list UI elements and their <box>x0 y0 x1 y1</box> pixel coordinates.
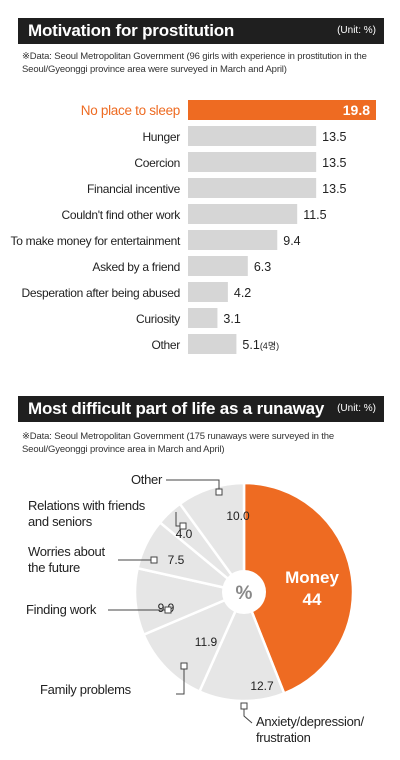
bar-6 <box>188 256 248 276</box>
pie-leader-line-6 <box>166 479 220 489</box>
bar-3 <box>188 178 317 198</box>
bar-7 <box>188 282 228 302</box>
pie-slice-name-line: Relations with friends <box>28 498 146 513</box>
bar-value-label-8: 3.1 <box>223 312 240 326</box>
pie-chart-unit: (Unit: %) <box>337 403 376 414</box>
bar-category-label-2: Coercion <box>134 156 180 170</box>
pie-chart: %Money4412.711.99.97.54.010.0Anxiety/dep… <box>26 472 365 745</box>
pie-slice-name-4: Worries about the future <box>28 544 105 575</box>
pie-slice-name-line: Finding work <box>26 602 97 617</box>
pie-slice-value-1: 12.7 <box>250 679 274 693</box>
pie-leader-line-2 <box>176 669 185 695</box>
bar-category-label-4: Couldn't find other work <box>62 208 182 222</box>
bar-chart-unit: (Unit: %) <box>337 25 376 36</box>
pie-leader-marker-4 <box>150 556 158 564</box>
bar-category-label-9: Other <box>151 338 180 352</box>
bar-5 <box>188 230 278 250</box>
pie-slice-name-line: Family problems <box>40 682 132 697</box>
pie-center <box>222 570 266 614</box>
bar-category-label-7: Desperation after being abused <box>22 286 180 300</box>
bar-8 <box>188 308 218 328</box>
bar-value-label-4: 11.5 <box>303 208 326 222</box>
pie-leader-line-5 <box>175 512 180 527</box>
pie-leader-marker-1 <box>240 702 248 710</box>
pie-slice-2 <box>142 589 247 694</box>
bar-9 <box>188 334 237 354</box>
pie-leader-marker-5 <box>179 522 187 530</box>
bar-category-label-5: To make money for entertainment <box>11 234 181 248</box>
bar-0 <box>188 100 376 120</box>
pie-slice-name-line: the future <box>28 560 80 575</box>
bar-value-label-7: 4.2 <box>234 286 251 300</box>
pie-slice-6 <box>178 481 246 596</box>
pie-slice-name-line: Anxiety/depression/ <box>256 714 364 729</box>
pie-slice-value-5: 4.0 <box>176 527 193 541</box>
bar-chart-title: Motivation for prostitution <box>28 21 235 40</box>
pie-slice-name-2: Family problems <box>40 682 132 697</box>
bar-chart-source: ※Data: Seoul Metropolitan Government (96… <box>22 51 367 75</box>
bar-value-label-9: 5.1(4명) <box>242 338 279 352</box>
pie-leader-marker-3 <box>164 606 172 614</box>
pie-chart-title: Most difficult part of life as a runaway <box>28 399 325 418</box>
pie-slice-name-line: and seniors <box>28 514 93 529</box>
bar-category-label-1: Hunger <box>142 130 180 144</box>
pie-slice-value-6: 10.0 <box>226 509 250 523</box>
bar-category-label-6: Asked by a friend <box>92 260 180 274</box>
bar-value-label-5: 9.4 <box>283 234 300 248</box>
bar-value-label-3: 13.5 <box>322 182 346 196</box>
pie-slice-name-1: Anxiety/depression/frustration <box>256 714 364 745</box>
pie-slice-value-0: 44 <box>303 590 322 609</box>
pie-slice-name-0: Money <box>285 568 339 587</box>
pie-slice-0 <box>242 481 355 695</box>
pie-slice-name-6: Other <box>131 472 163 487</box>
bar-chart: No place to sleep 19.8 Hunger 13.5 Coercion 1… <box>11 100 376 354</box>
pie-slice-value-2: 11.9 <box>195 635 218 649</box>
pie-leader-marker-6 <box>215 488 223 496</box>
pie-slice-name-5: Relations with friends and seniors <box>28 498 146 529</box>
pie-center-label: % <box>236 583 253 604</box>
pie-chart-source: ※Data: Seoul Metropolitan Government (17… <box>22 431 335 455</box>
bar-2 <box>188 152 317 172</box>
pie-slice-name-3: Finding work <box>26 602 97 617</box>
pie-chart-header: Most difficult part of life as a runaway… <box>18 396 384 422</box>
pie-leader-line-1 <box>243 709 253 724</box>
pie-slice-name-line: Worries about <box>28 544 105 559</box>
bar-4 <box>188 204 298 224</box>
pie-slice-1 <box>197 588 286 703</box>
bar-category-label-0: No place to sleep <box>81 103 180 118</box>
bar-value-label-0: 19.8 <box>343 102 370 118</box>
bar-value-label-6: 6.3 <box>254 260 271 274</box>
bar-category-label-3: Financial incentive <box>87 182 181 196</box>
pie-slice-name-line: frustration <box>256 730 311 745</box>
bar-other-note: (4명) <box>260 341 279 351</box>
pie-slice-name-line: Other <box>131 472 163 487</box>
bar-1 <box>188 126 317 146</box>
bar-value-label-1: 13.5 <box>322 130 346 144</box>
pie-leader-marker-2 <box>180 662 188 670</box>
pie-slice-value-4: 7.5 <box>168 553 185 567</box>
bar-chart-header: Motivation for prostitution (Unit: %) <box>18 18 384 44</box>
bar-value-label-2: 13.5 <box>322 156 346 170</box>
bar-category-label-8: Curiosity <box>136 312 180 326</box>
